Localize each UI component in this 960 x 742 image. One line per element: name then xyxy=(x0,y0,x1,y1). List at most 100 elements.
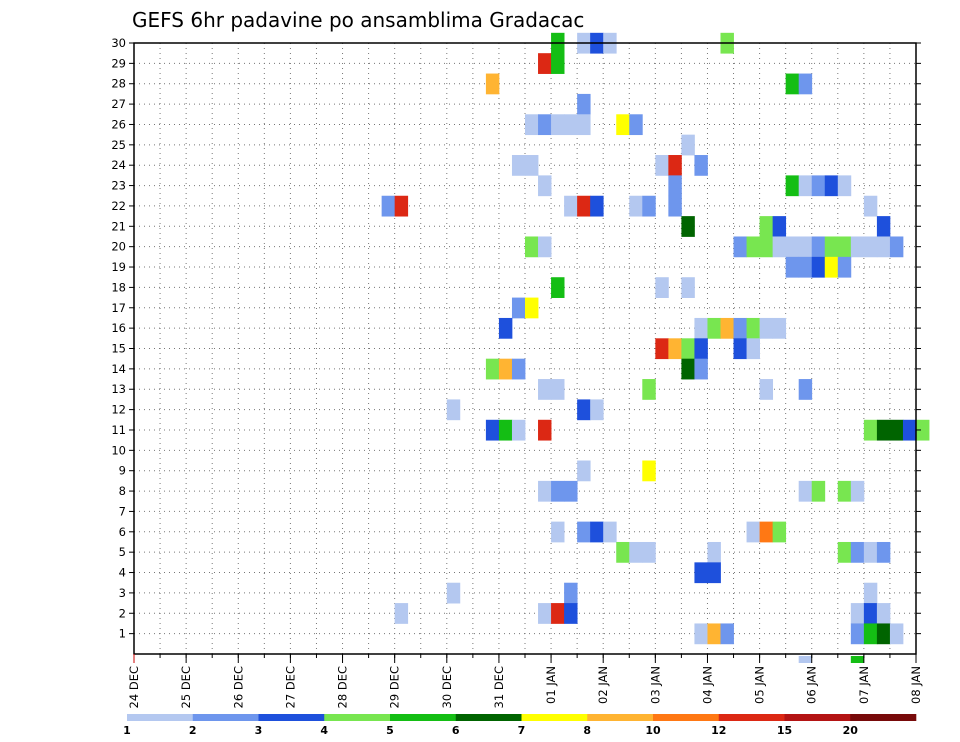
y-tick-label: 12 xyxy=(111,403,126,417)
ensemble-cell xyxy=(863,603,878,624)
ensemble-cell xyxy=(759,379,774,400)
ensemble-cell xyxy=(577,521,591,543)
color-legend: 1 2 3 4 5 6 7 8 10 12 15 20 xyxy=(123,714,917,737)
ensemble-cell xyxy=(590,195,604,217)
x-tick-label: 07 JAN xyxy=(857,666,871,704)
ensemble-cell xyxy=(694,155,708,176)
ensemble-cell xyxy=(551,603,565,624)
ensemble-cell xyxy=(577,195,591,217)
ensemble-cell xyxy=(759,521,774,543)
ensemble-cell xyxy=(720,623,734,645)
x-tick-label: 29 DEC xyxy=(388,666,402,708)
ensemble-cell xyxy=(824,175,839,197)
legend-swatch xyxy=(455,714,522,721)
ensemble-cell xyxy=(863,195,878,217)
y-tick-label: 28 xyxy=(111,77,126,91)
x-axis: 24 DEC 25 DEC 26 DEC 27 DEC 28 DEC 29 DEC 30 D… xyxy=(127,654,923,708)
ensemble-cell xyxy=(668,155,682,176)
ensemble-cell xyxy=(642,379,656,400)
y-tick-label: 23 xyxy=(111,179,126,193)
ensemble-cell xyxy=(538,419,552,441)
legend-swatch xyxy=(127,714,194,721)
ensemble-cell xyxy=(837,256,852,278)
ensemble-cell xyxy=(863,419,878,441)
ensemble-cell xyxy=(824,256,839,278)
x-tick-label: 27 DEC xyxy=(283,666,297,708)
x-tick-label: 24 DEC xyxy=(127,666,141,708)
legend-label: 4 xyxy=(320,724,328,737)
legend-label: 6 xyxy=(452,724,460,737)
ensemble-cell xyxy=(772,236,787,258)
ensemble-cell xyxy=(642,541,656,563)
chart-title: GEFS 6hr padavine po ansamblima Gradacac xyxy=(132,8,584,32)
ensemble-cell xyxy=(564,114,578,136)
y-tick-label: 3 xyxy=(119,586,126,600)
ensemble-cell xyxy=(629,541,643,563)
below-axis-marker xyxy=(850,656,864,663)
ensemble-cell xyxy=(551,53,565,74)
ensemble-cell xyxy=(642,195,656,217)
ensemble-cell xyxy=(733,338,747,360)
x-tick-label: 30 DEC xyxy=(440,666,454,708)
ensemble-cell xyxy=(551,480,565,502)
ensemble-cell xyxy=(876,623,891,645)
ensemble-cell xyxy=(811,480,826,502)
y-tick-label: 20 xyxy=(111,240,126,254)
ensemble-cell xyxy=(798,175,813,197)
x-tick-label: 05 JAN xyxy=(753,666,767,704)
ensemble-cell xyxy=(798,256,813,278)
ensemble-cell xyxy=(759,216,774,237)
ensemble-cell xyxy=(746,236,760,258)
legend-swatch xyxy=(324,714,391,721)
ensemble-cell xyxy=(681,277,695,298)
ensemble-cell xyxy=(889,236,904,258)
ensemble-cell xyxy=(681,358,695,380)
y-tick-label: 10 xyxy=(111,443,126,457)
ensemble-cell xyxy=(681,216,695,237)
ensemble-cell xyxy=(694,338,708,360)
legend-swatch xyxy=(850,714,917,721)
y-tick-label: 2 xyxy=(119,606,126,620)
ensemble-cell xyxy=(655,277,669,298)
ensemble-cell xyxy=(551,379,565,400)
ensemble-cell xyxy=(538,603,552,624)
ensemble-cell xyxy=(551,277,565,298)
ensemble-cell xyxy=(577,460,591,482)
y-tick-label: 17 xyxy=(111,301,126,315)
ensemble-cell xyxy=(394,195,409,217)
y-tick-label: 6 xyxy=(119,525,126,539)
ensemble-cell xyxy=(837,236,852,258)
ensemble-cell xyxy=(668,338,682,360)
y-tick-label: 4 xyxy=(119,566,126,580)
ensemble-cell xyxy=(642,460,656,482)
y-tick-label: 15 xyxy=(111,342,126,356)
ensemble-cell xyxy=(746,317,760,339)
ensemble-cell xyxy=(863,582,878,604)
ensemble-cell xyxy=(577,93,591,115)
ensemble-cell xyxy=(616,114,630,136)
ensemble-cell xyxy=(577,399,591,421)
ensemble-cell xyxy=(564,582,578,604)
ensemble-cell xyxy=(785,256,800,278)
ensemble-cell xyxy=(616,541,630,563)
ensemble-cell xyxy=(916,419,930,441)
y-tick-label: 27 xyxy=(111,97,126,111)
ensemble-cell xyxy=(876,419,891,441)
ensemble-cell xyxy=(707,623,721,645)
ensemble-cell xyxy=(538,175,552,197)
y-tick-label: 30 xyxy=(111,36,126,50)
ensemble-cell xyxy=(850,603,865,624)
ensemble-cell xyxy=(694,317,708,339)
ensemble-cell xyxy=(837,175,852,197)
ensemble-cell xyxy=(798,73,813,95)
ensemble-cell xyxy=(603,521,617,543)
ensemble-cell xyxy=(525,155,539,176)
y-tick-label: 29 xyxy=(111,56,126,70)
ensemble-cell xyxy=(394,603,409,624)
ensemble-cell xyxy=(811,175,826,197)
ensemble-cell xyxy=(446,399,461,421)
ensemble-cell xyxy=(564,480,578,502)
ensemble-cell xyxy=(511,155,526,176)
ensemble-cell xyxy=(863,541,878,563)
ensemble-cell xyxy=(759,317,774,339)
